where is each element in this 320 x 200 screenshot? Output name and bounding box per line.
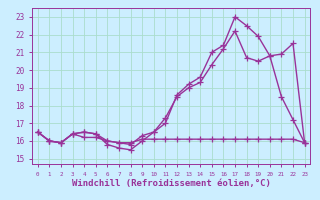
- X-axis label: Windchill (Refroidissement éolien,°C): Windchill (Refroidissement éolien,°C): [72, 179, 271, 188]
